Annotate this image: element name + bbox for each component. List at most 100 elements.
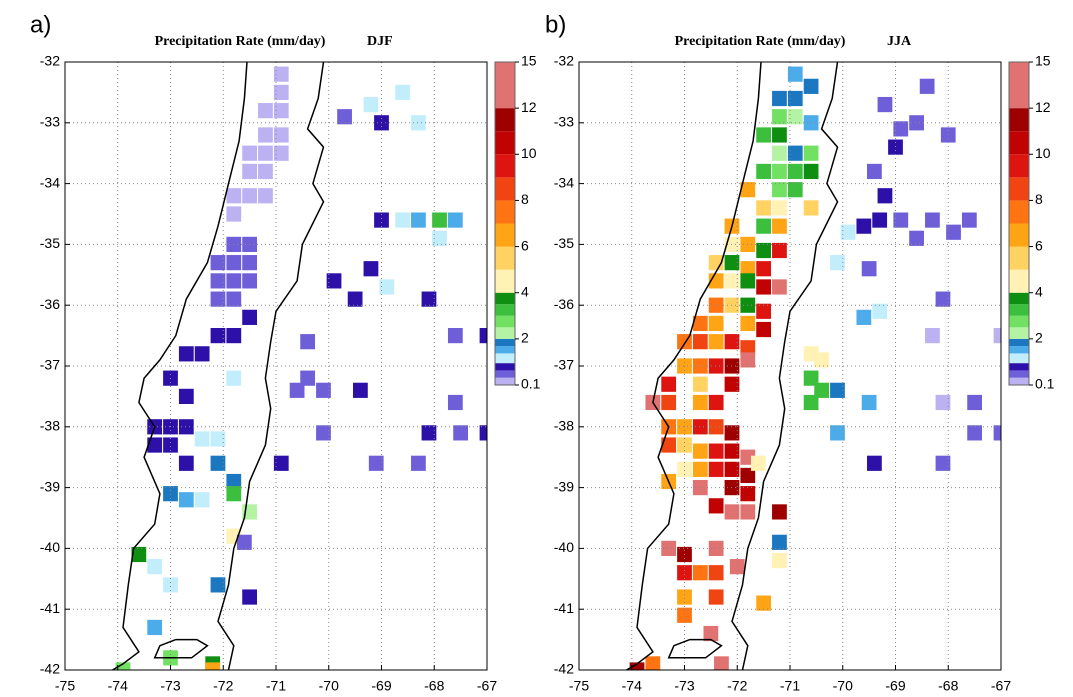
x-tick-label: -75 bbox=[55, 678, 75, 694]
grid-cell bbox=[411, 212, 426, 228]
colorbar-band bbox=[495, 108, 515, 132]
grid-cell bbox=[708, 461, 724, 477]
grid-cell bbox=[258, 103, 273, 119]
grid-cell bbox=[692, 394, 708, 411]
grid-cell bbox=[421, 291, 437, 307]
grid-cell bbox=[226, 328, 242, 344]
colorbar-band bbox=[1009, 200, 1029, 224]
grid-cell bbox=[993, 425, 1001, 441]
grid-cell bbox=[877, 188, 893, 204]
grid-cell bbox=[131, 546, 147, 563]
grid-cell bbox=[756, 279, 772, 295]
grid-cell bbox=[242, 255, 258, 271]
grid-cell bbox=[453, 425, 469, 441]
grid-cell bbox=[273, 455, 289, 471]
grid-cell bbox=[395, 84, 410, 100]
grid-cell bbox=[368, 455, 384, 471]
y-tick-label: -41 bbox=[40, 600, 60, 616]
grid-cell bbox=[787, 90, 803, 107]
colorbar-tick-label: 2 bbox=[521, 330, 529, 346]
grid-cell bbox=[326, 273, 342, 289]
grid-cell bbox=[708, 419, 724, 435]
grid-cell bbox=[772, 109, 787, 125]
grid-cell bbox=[740, 182, 756, 198]
grid-cell bbox=[692, 419, 708, 435]
grid-cell bbox=[677, 607, 692, 623]
colorbar-band bbox=[495, 370, 515, 378]
grid-cell bbox=[242, 188, 258, 204]
y-tick-label: -38 bbox=[554, 418, 574, 434]
grid-cell bbox=[714, 656, 729, 670]
colorbar-band bbox=[495, 315, 515, 328]
grid-cell bbox=[178, 346, 194, 362]
coastline bbox=[112, 61, 248, 671]
y-tick-label: -37 bbox=[40, 357, 60, 373]
grid-cell bbox=[946, 224, 961, 240]
colorbar-tick-label: 6 bbox=[1035, 237, 1043, 253]
grid-cell bbox=[147, 437, 163, 453]
y-tick-label: -41 bbox=[554, 600, 574, 616]
colorbar-band bbox=[495, 200, 515, 224]
grid-cell bbox=[803, 370, 819, 386]
grid-cell bbox=[740, 273, 756, 289]
x-tick-label: -73 bbox=[674, 678, 694, 694]
colorbar-band bbox=[1009, 246, 1029, 270]
colorbar-band bbox=[1009, 131, 1029, 155]
grid-cell bbox=[411, 455, 426, 471]
y-tick-label: -36 bbox=[554, 296, 574, 312]
map-panel: a) Precipitation Rate (mm/day) DJF -75 -74 -7… bbox=[30, 11, 541, 693]
colorbar-band bbox=[1009, 223, 1029, 247]
season: JJA bbox=[887, 34, 912, 49]
grid-cell bbox=[316, 425, 331, 441]
grid-cell bbox=[178, 419, 194, 435]
colorbar-tick-label: 10 bbox=[521, 145, 537, 161]
grid-cell bbox=[893, 121, 909, 137]
grid-cell bbox=[888, 139, 903, 155]
grid-cell bbox=[856, 309, 872, 325]
grid-cell bbox=[479, 328, 487, 344]
title: Precipitation Rate (mm/day) bbox=[155, 34, 326, 49]
grid-cell bbox=[772, 279, 787, 295]
grid-cell bbox=[772, 534, 787, 550]
grid-cell bbox=[708, 540, 724, 556]
grid-cell bbox=[363, 261, 379, 277]
grid-cell bbox=[210, 291, 226, 307]
grid-cell bbox=[861, 261, 877, 277]
grid-cell bbox=[163, 486, 178, 502]
grid-cell bbox=[226, 370, 242, 386]
grid-cell bbox=[861, 394, 877, 411]
grid-cell bbox=[872, 212, 888, 228]
grid-cell bbox=[447, 328, 463, 344]
colorbar-tick-label: 12 bbox=[1035, 99, 1051, 115]
colorbar-tick-label: 15 bbox=[521, 53, 537, 69]
grid-cell bbox=[708, 394, 724, 411]
x-tick-label: -71 bbox=[266, 678, 286, 694]
colorbar-band bbox=[1009, 327, 1029, 339]
grid-cell bbox=[740, 261, 756, 277]
grid-cell bbox=[724, 334, 740, 350]
grid-cell bbox=[147, 559, 163, 575]
grid-cell bbox=[756, 261, 772, 277]
colorbar-tick-label: 8 bbox=[521, 191, 529, 207]
colorbar-tick-label: 8 bbox=[1035, 191, 1043, 207]
colorbar-band bbox=[1009, 370, 1029, 378]
grid-cell bbox=[645, 656, 661, 670]
grid-cell bbox=[226, 188, 242, 204]
colorbar-band bbox=[1009, 346, 1029, 354]
y-tick-label: -37 bbox=[554, 357, 574, 373]
grid-cell bbox=[787, 145, 803, 161]
colorbar-band bbox=[1009, 269, 1029, 293]
grid-cell bbox=[772, 90, 787, 107]
grid-cell bbox=[772, 218, 787, 234]
colorbar-tick-label: 10 bbox=[1035, 145, 1051, 161]
grid-cell bbox=[421, 425, 437, 441]
grid-cell bbox=[708, 498, 724, 514]
grid-cell bbox=[178, 455, 194, 471]
grid-cell bbox=[273, 103, 289, 119]
grid-cell bbox=[692, 358, 708, 374]
colorbar-band bbox=[495, 377, 515, 385]
grid-cell bbox=[756, 242, 772, 259]
x-tick-label: -72 bbox=[727, 678, 747, 694]
x-tick-label: -69 bbox=[371, 678, 391, 694]
colorbar-band bbox=[495, 154, 515, 178]
